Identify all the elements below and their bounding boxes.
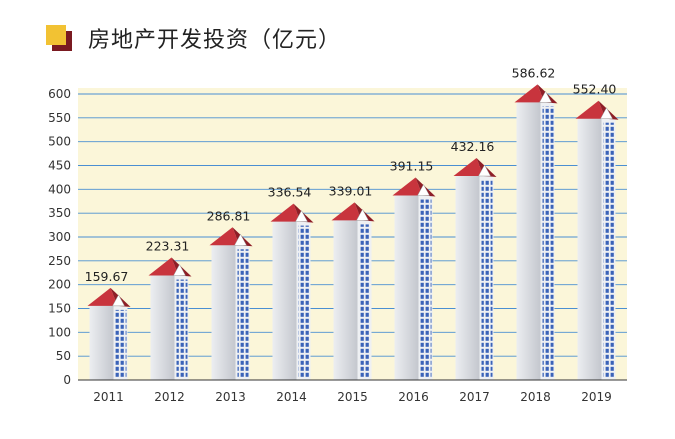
window-grid	[298, 225, 310, 378]
roof-front	[514, 84, 545, 103]
x-tick-label: 2014	[276, 390, 307, 404]
y-tick-label: 0	[63, 373, 71, 387]
roof-window	[600, 107, 613, 119]
bar-front-face	[333, 218, 358, 380]
x-tick-label: 2016	[398, 390, 429, 404]
chart-title-area: 房地产开发投资（亿元）	[46, 22, 341, 54]
roof-window	[478, 164, 491, 177]
window-grid	[176, 279, 188, 378]
roof-side	[171, 257, 192, 277]
y-tick-label: 50	[56, 349, 71, 363]
roof-front	[331, 202, 362, 221]
bar-2015: 339.01	[329, 183, 375, 380]
chart-title: 房地产开发投资（亿元）	[88, 28, 342, 53]
roof-side	[232, 227, 253, 247]
bar-2012: 223.31	[146, 239, 192, 380]
x-tick-label: 2011	[93, 390, 124, 404]
bar-2014: 336.54	[268, 185, 314, 380]
window-grid	[420, 199, 432, 378]
y-tick-label: 300	[48, 230, 71, 244]
y-tick-label: 200	[48, 278, 71, 292]
roof-side	[110, 287, 131, 307]
bar-front-face	[577, 116, 602, 380]
bar-2019: 552.40	[573, 82, 619, 380]
y-tick-label: 600	[48, 87, 71, 101]
data-label: 586.62	[512, 65, 556, 80]
roof-front	[453, 158, 484, 177]
window-grid	[115, 309, 127, 378]
roof-front	[148, 257, 179, 276]
bar-front-face	[89, 303, 114, 380]
window-grid	[237, 249, 249, 378]
y-tick-label: 450	[48, 159, 71, 173]
x-tick-label: 2018	[520, 390, 551, 404]
data-label: 391.15	[390, 159, 434, 174]
y-axis: 0 50 100 150 200 250 300 350 400 450 500 550 600	[48, 87, 71, 387]
x-tick-label: 2012	[154, 390, 185, 404]
roof-front	[209, 227, 240, 246]
x-axis: 2011 2012 2013 2014 2015 2016 2017 2018 2019	[93, 390, 612, 404]
roof-side	[293, 203, 314, 223]
bar-front-face	[150, 273, 175, 380]
bar-front-face	[272, 219, 297, 380]
roof-front	[270, 203, 301, 222]
roof-window	[234, 233, 247, 246]
x-tick-label: 2017	[459, 390, 490, 404]
y-tick-label: 350	[48, 206, 71, 220]
roof-window	[539, 90, 552, 103]
y-tick-label: 400	[48, 182, 71, 196]
bar-2018: 586.62	[512, 65, 558, 380]
roof-side	[537, 84, 558, 104]
data-label: 336.54	[268, 185, 312, 200]
window-grid	[481, 180, 493, 378]
roof-side	[598, 100, 619, 120]
bar-2011: 159.67	[85, 269, 131, 380]
x-tick-label: 2013	[215, 390, 246, 404]
bar-front-face	[394, 193, 419, 380]
roof-front	[87, 287, 118, 306]
bar-front-face	[211, 243, 236, 380]
bar-2016: 391.15	[390, 159, 436, 380]
window-grid	[603, 122, 615, 378]
roof-side	[415, 177, 436, 197]
data-label: 159.67	[85, 269, 129, 284]
x-tick-label: 2019	[581, 390, 612, 404]
data-label: 339.01	[329, 183, 373, 198]
title-square-icon	[46, 25, 72, 51]
bar-2013: 286.81	[207, 208, 253, 380]
data-label: 552.40	[573, 82, 617, 97]
data-label: 286.81	[207, 208, 251, 223]
bar-front-face	[455, 174, 480, 380]
bar-front-face	[516, 100, 541, 380]
roof-front	[575, 100, 606, 119]
roof-window	[356, 208, 369, 221]
y-tick-label: 150	[48, 302, 71, 316]
data-label: 223.31	[146, 239, 190, 254]
roof-side	[476, 158, 497, 178]
roof-front	[392, 177, 423, 196]
bars: 159.67 223.31 286.81 336.54 339.01 391.15 432.…	[85, 65, 619, 380]
window-grid	[359, 224, 371, 378]
bar-2017: 432.16	[451, 139, 497, 380]
y-tick-label: 100	[48, 325, 71, 339]
roof-window	[417, 184, 430, 196]
y-tick-label: 500	[48, 135, 71, 149]
roof-window	[112, 294, 125, 307]
window-grid	[542, 106, 554, 378]
y-tick-label: 550	[48, 111, 71, 125]
data-label: 432.16	[451, 139, 495, 154]
roof-window	[295, 210, 308, 222]
roof-side	[354, 202, 375, 222]
y-tick-label: 250	[48, 254, 71, 268]
roof-window	[173, 264, 186, 276]
x-tick-label: 2015	[337, 390, 368, 404]
